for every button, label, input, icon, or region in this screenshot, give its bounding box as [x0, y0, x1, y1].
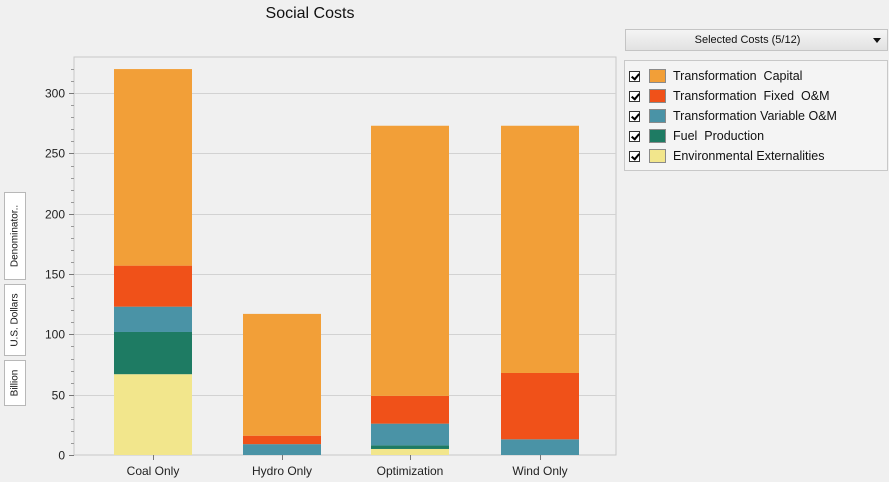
bar-segment	[114, 265, 192, 307]
bar-segment	[243, 444, 321, 455]
bars	[114, 69, 579, 455]
legend-swatch	[649, 149, 666, 163]
x-tick-label: Hydro Only	[252, 464, 312, 478]
legend-label: Environmental Externalities	[673, 149, 825, 163]
legend-item-environmental-externalities[interactable]: Environmental Externalities	[629, 147, 824, 165]
legend: Transformation Capital Transformation Fi…	[624, 60, 888, 171]
x-tick-label: Optimization	[377, 464, 444, 478]
currency-unit-tab[interactable]: U.S. Dollars	[4, 284, 26, 356]
checkbox-checked-icon[interactable]	[629, 90, 640, 102]
legend-item-fuel-production[interactable]: Fuel Production	[629, 127, 764, 145]
selected-costs-label: Selected Costs (5/12)	[694, 34, 801, 46]
bar-segment	[501, 439, 579, 455]
checkbox-checked-icon[interactable]	[629, 130, 640, 142]
bar-segment	[114, 69, 192, 266]
bar-segment	[243, 313, 321, 436]
legend-swatch	[649, 69, 666, 83]
checkbox-checked-icon[interactable]	[629, 110, 640, 122]
magnitude-unit-tab-label: Billion	[9, 369, 21, 397]
chevron-down-icon	[873, 38, 881, 43]
bar-segment	[371, 125, 449, 396]
legend-item-transformation-variable-om[interactable]: Transformation Variable O&M	[629, 107, 837, 125]
y-tick-label: 300	[45, 87, 65, 101]
bar-segment	[501, 372, 579, 440]
legend-label: Transformation Capital	[673, 69, 803, 83]
bar-segment	[371, 423, 449, 446]
y-tick-label: 0	[58, 449, 65, 463]
chart-title: Social Costs	[265, 5, 355, 22]
currency-unit-tab-label: U.S. Dollars	[9, 293, 21, 347]
bar-segment	[114, 331, 192, 375]
x-tick-label: Coal Only	[127, 464, 180, 478]
bar-segment	[114, 374, 192, 455]
legend-label: Transformation Fixed O&M	[673, 89, 830, 103]
legend-label: Fuel Production	[673, 129, 765, 143]
denominator-tab-label: Denominator..	[9, 204, 21, 268]
bar-segment	[371, 448, 449, 455]
y-tick-label: 200	[45, 208, 65, 222]
legend-item-transformation-fixed-om[interactable]: Transformation Fixed O&M	[629, 87, 830, 105]
bar-segment	[501, 125, 579, 373]
bar-segment	[243, 435, 321, 445]
bar-segment	[371, 445, 449, 449]
magnitude-unit-tab[interactable]: Billion	[4, 360, 26, 406]
checkbox-checked-icon[interactable]	[629, 70, 640, 82]
y-tick-label: 100	[45, 328, 65, 342]
y-tick-label: 150	[45, 268, 65, 282]
legend-swatch	[649, 129, 666, 143]
legend-item-transformation-capital[interactable]: Transformation Capital	[629, 67, 802, 85]
bar-segment	[371, 395, 449, 424]
x-tick-label: Wind Only	[512, 464, 567, 478]
y-tick-label: 250	[45, 147, 65, 161]
selected-costs-dropdown[interactable]: Selected Costs (5/12)	[625, 29, 888, 51]
x-axis: Coal Only Hydro Only Optimization Wind Only	[127, 455, 568, 478]
denominator-tab[interactable]: Denominator..	[4, 192, 26, 280]
legend-label: Transformation Variable O&M	[673, 109, 837, 123]
y-axis: 0 50 100 150 200 250 300	[45, 69, 74, 463]
checkbox-checked-icon[interactable]	[629, 150, 640, 162]
legend-swatch	[649, 109, 666, 123]
legend-swatch	[649, 89, 666, 103]
y-tick-label: 50	[52, 389, 66, 403]
bar-segment	[114, 306, 192, 332]
